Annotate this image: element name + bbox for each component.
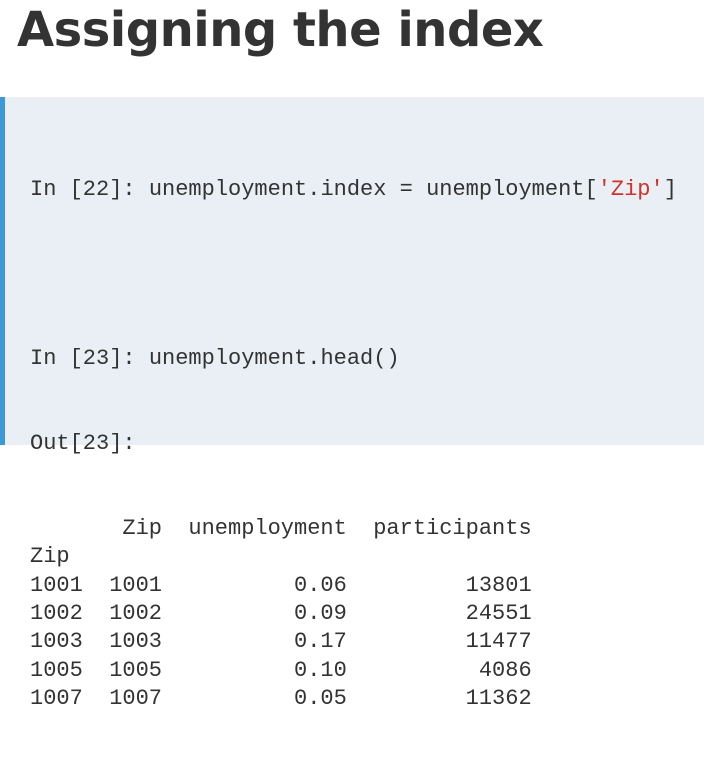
- table-cell: 1007: [109, 685, 162, 711]
- table-row: 1007 1007 0.05 11362: [30, 685, 677, 713]
- column-header: participants: [373, 516, 532, 542]
- table-cell: 13801: [465, 572, 532, 598]
- row-index: 1002: [30, 601, 83, 627]
- table-cell: 0.05: [294, 685, 347, 711]
- table-cell: 24551: [465, 601, 532, 627]
- table-cell: 4086: [478, 657, 532, 683]
- row-index: 1001: [30, 572, 83, 598]
- output-prompt: Out[23]:: [30, 431, 136, 457]
- table-cell: 1001: [109, 572, 162, 598]
- table-row: 1002 1002 0.09 24551: [30, 600, 677, 628]
- table-cell: 1002: [109, 601, 162, 627]
- index-name: Zip: [30, 544, 70, 570]
- table-header: Zip unemployment participants: [30, 515, 677, 543]
- code-lines: In [22]: unemployment.index = unemployme…: [30, 119, 677, 770]
- table-row: 1003 1003 0.17 11477: [30, 628, 677, 656]
- output-table: Zip unemployment participants Zip 1001 1001 0.…: [30, 515, 677, 713]
- blank-line: [30, 260, 677, 288]
- row-index: 1003: [30, 629, 83, 655]
- table-row: 1001 1001 0.06 13801: [30, 572, 677, 600]
- table-cell: 1003: [109, 629, 162, 655]
- table-cell: 0.10: [294, 657, 347, 683]
- table-cell: 1005: [109, 657, 162, 683]
- slide: Assigning the index In [22]: unemploymen…: [0, 0, 704, 711]
- code-block: In [22]: unemployment.index = unemployme…: [0, 97, 704, 711]
- slide-title: Assigning the index: [17, 2, 544, 58]
- column-header: Zip: [122, 516, 162, 542]
- row-index: 1005: [30, 657, 83, 683]
- row-index: 1007: [30, 685, 83, 711]
- table-cell: 0.06: [294, 572, 347, 598]
- table-cell: 0.17: [294, 629, 347, 655]
- table-cell: 11477: [465, 629, 532, 655]
- code-string: 'Zip': [597, 176, 664, 202]
- code-text: ]: [663, 176, 677, 202]
- table-cell: 11362: [465, 685, 532, 711]
- table-row: 1005 1005 0.10 4086: [30, 657, 677, 685]
- code-text: In [22]: unemployment.index = unemployme…: [30, 176, 598, 202]
- code-line: In [23]: unemployment.head(): [30, 346, 400, 372]
- code-line: In [22]: unemployment.index = unemployme…: [30, 176, 677, 204]
- table-cell: 0.09: [294, 601, 347, 627]
- column-header: unemployment: [188, 516, 347, 542]
